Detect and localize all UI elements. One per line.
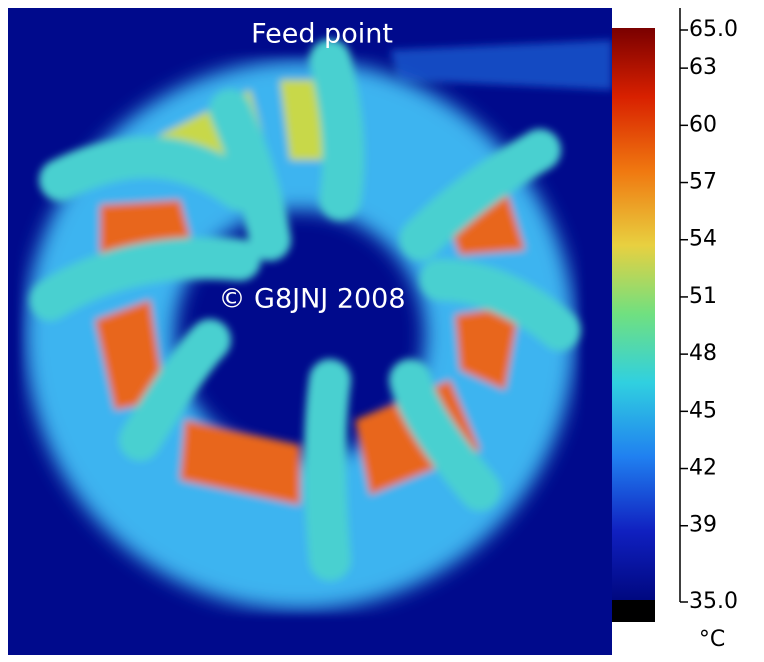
image-label: Feed point xyxy=(251,19,393,50)
tick-label: 42 xyxy=(689,456,717,481)
image-label: © G8JNJ 2008 xyxy=(218,284,405,315)
colorbar xyxy=(612,28,655,600)
tick-label: 51 xyxy=(689,284,717,309)
tick-label: 63 xyxy=(689,55,717,80)
tick-label: 39 xyxy=(689,513,717,538)
tick-label: 45 xyxy=(689,398,717,423)
tick-label: 35.0 xyxy=(689,589,738,614)
tick-label: 57 xyxy=(689,170,717,195)
unit-label: °C xyxy=(699,627,725,652)
tick-label: 54 xyxy=(689,227,717,252)
tick-label: 48 xyxy=(689,341,717,366)
thermal-view: Feed point © G8JNJ 2008 °C 65.0 63 60 57 54 5… xyxy=(0,0,764,662)
colorbar-underflow xyxy=(612,600,655,622)
tick-label: 60 xyxy=(689,112,717,137)
tick-label: 65.0 xyxy=(689,17,738,42)
